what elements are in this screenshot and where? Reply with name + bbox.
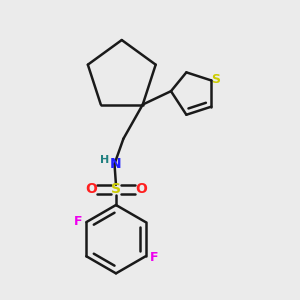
Text: S: S [212, 73, 220, 86]
Text: O: O [135, 182, 147, 196]
Text: S: S [111, 182, 121, 196]
Text: F: F [150, 251, 158, 264]
Text: H: H [100, 155, 109, 165]
Text: N: N [110, 157, 121, 171]
Text: F: F [74, 215, 82, 228]
Text: O: O [85, 182, 97, 196]
